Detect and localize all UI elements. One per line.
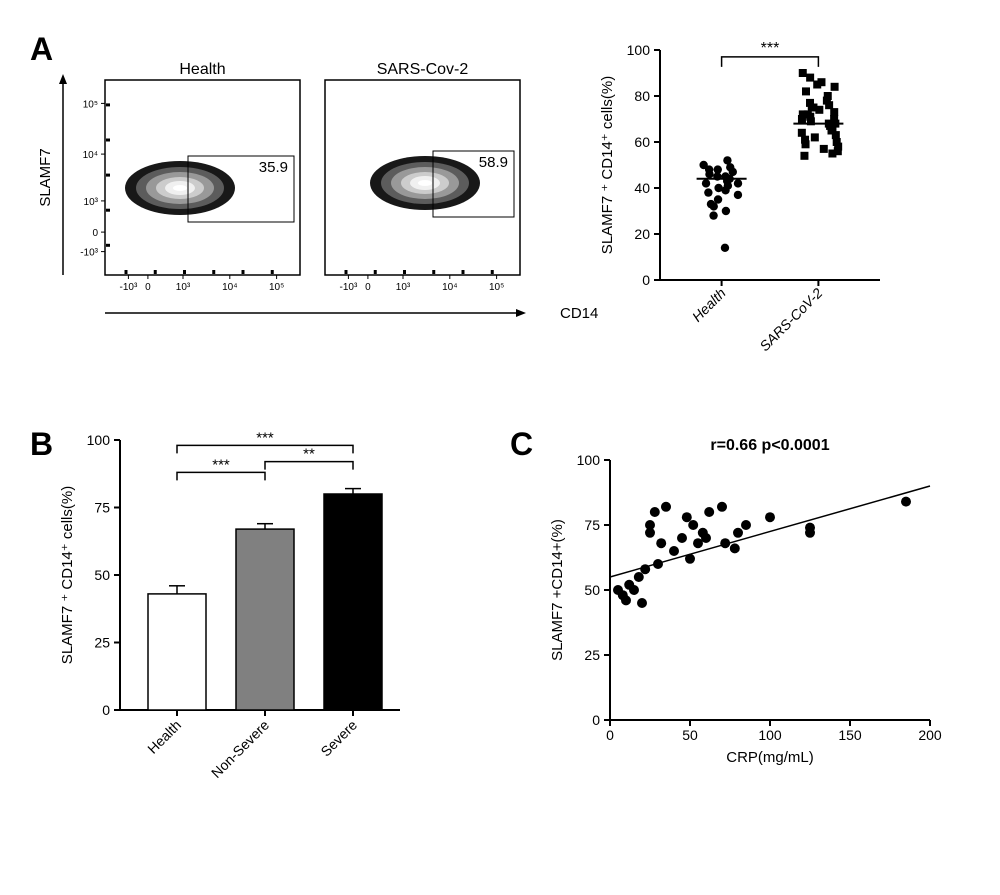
- svg-text:**: **: [303, 446, 315, 463]
- panel-a-flow: Health 35.9 -10³ 0 10³ 10⁴ 10⁵ -10³ 0 10³ 10⁴ 10⁵ SA…: [37, 61, 598, 322]
- svg-text:Non-Severe: Non-Severe: [208, 717, 272, 781]
- flow-title: SARS-Cov-2: [377, 61, 469, 78]
- svg-text:60: 60: [634, 134, 650, 150]
- svg-text:Health: Health: [689, 285, 729, 325]
- svg-text:-10³: -10³: [340, 282, 358, 293]
- bar: [236, 529, 294, 710]
- svg-text:75: 75: [584, 517, 600, 533]
- svg-text:100: 100: [627, 42, 651, 58]
- svg-text:10³: 10³: [176, 282, 191, 293]
- flow-title: Health: [179, 61, 225, 78]
- svg-text:0: 0: [606, 727, 614, 743]
- flow-y-axis: SLAMF7: [37, 148, 54, 206]
- panel-b-label: B: [30, 426, 53, 462]
- svg-text:150: 150: [838, 727, 862, 743]
- svg-text:75: 75: [94, 500, 110, 516]
- svg-text:50: 50: [94, 567, 110, 583]
- svg-text:50: 50: [584, 582, 600, 598]
- svg-text:25: 25: [94, 635, 110, 651]
- panel-b-chart: 0 25 50 75 100 SLAMF7 ⁺ CD14⁺ cells(%) Health N…: [59, 429, 400, 781]
- bar-y-axis: SLAMF7 ⁺ CD14⁺ cells(%): [59, 486, 76, 664]
- gate-value: 58.9: [479, 154, 508, 171]
- svg-text:0: 0: [145, 282, 151, 293]
- svg-text:***: ***: [256, 429, 274, 446]
- panel-c-label: C: [510, 426, 533, 462]
- svg-text:***: ***: [212, 456, 230, 473]
- svg-text:10⁵: 10⁵: [489, 282, 504, 293]
- svg-text:200: 200: [918, 727, 942, 743]
- bar: [324, 494, 382, 710]
- svg-text:SARS-CoV-2: SARS-CoV-2: [756, 285, 825, 354]
- sig-marker: ***: [761, 40, 780, 57]
- svg-text:-10³: -10³: [80, 248, 98, 259]
- scatter-a-y-axis: SLAMF7 ⁺ CD14⁺ cells(%): [599, 76, 616, 254]
- bar: [148, 594, 206, 710]
- gate-value: 35.9: [259, 159, 288, 176]
- svg-text:0: 0: [102, 702, 110, 718]
- svg-text:20: 20: [634, 226, 650, 242]
- scatter-c-y-axis: SLAMF7 +CD14+(%): [549, 519, 566, 661]
- svg-text:100: 100: [758, 727, 782, 743]
- svg-text:10⁵: 10⁵: [83, 99, 98, 110]
- scatter-c-x-axis: CRP(mg/mL): [726, 749, 814, 766]
- svg-text:25: 25: [584, 647, 600, 663]
- svg-text:Severe: Severe: [317, 717, 360, 760]
- svg-text:10³: 10³: [396, 282, 411, 293]
- svg-text:10³: 10³: [84, 197, 99, 208]
- svg-text:0: 0: [592, 712, 600, 728]
- svg-text:100: 100: [577, 452, 601, 468]
- figure: A Health 35.9 -10³ 0 10³ 10⁴ 10⁵ -10³ 0 10³ 10⁴ 10⁵…: [20, 20, 980, 870]
- svg-text:50: 50: [682, 727, 698, 743]
- svg-text:40: 40: [634, 180, 650, 196]
- svg-text:-10³: -10³: [120, 282, 138, 293]
- svg-text:10⁵: 10⁵: [269, 282, 284, 293]
- svg-text:10⁴: 10⁴: [442, 282, 457, 293]
- flow-x-axis: CD14: [560, 305, 598, 322]
- svg-text:10⁴: 10⁴: [222, 282, 237, 293]
- svg-text:0: 0: [365, 282, 371, 293]
- svg-text:Health: Health: [144, 717, 184, 757]
- svg-text:10⁴: 10⁴: [83, 150, 98, 161]
- stats-text: r=0.66 p<0.0001: [710, 437, 829, 454]
- panel-c-chart: r=0.66 p<0.0001 0 25 50 75 100 0 50 100 150 200 SLA…: [549, 437, 942, 766]
- panel-a-scatter: 0 20 40 60 80 100 SLAMF7 ⁺ CD14⁺ cells(%) Healt…: [599, 40, 880, 354]
- svg-text:0: 0: [92, 228, 98, 239]
- panel-a-label: A: [30, 31, 53, 67]
- svg-text:100: 100: [87, 432, 111, 448]
- svg-text:80: 80: [634, 88, 650, 104]
- svg-text:0: 0: [642, 272, 650, 288]
